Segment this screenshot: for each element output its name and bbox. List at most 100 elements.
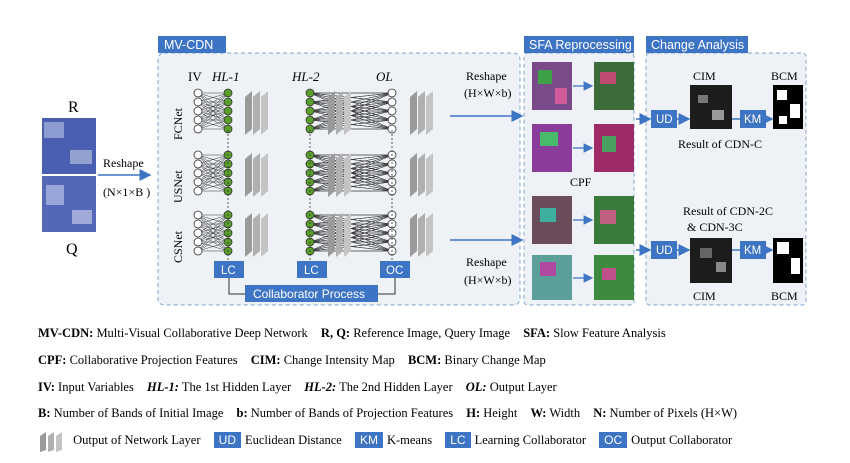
layer-output-block <box>328 213 335 257</box>
legend-km-box: KM <box>354 431 383 448</box>
neuron <box>305 88 315 98</box>
legend-row-2: CPF: Collaborative Projection Features C… <box>38 353 546 367</box>
architecture-diagram: R Q Reshape (N×1×B ) MV-CDN IV HL-1 HL-2… <box>42 36 807 306</box>
layer-output-block <box>344 91 351 135</box>
neuron <box>193 124 203 134</box>
col-hl1: HL-1 <box>211 69 239 84</box>
neuron <box>193 97 203 107</box>
neuron <box>305 106 315 116</box>
sfa-title-box <box>524 36 634 53</box>
reshape-bottom-line2: (H×W×b) <box>464 273 512 287</box>
ud-box-top <box>651 110 677 128</box>
change-title-box <box>646 36 748 53</box>
neuron <box>387 106 397 116</box>
layer-output-block <box>261 91 268 135</box>
label-q: Q <box>66 241 78 258</box>
result-2c-label: Result of CDN-2C <box>683 204 773 218</box>
layer-output-block <box>418 153 425 197</box>
legend-oc-box: OC <box>599 431 628 448</box>
neuron <box>223 88 233 98</box>
reshape-left-line1: Reshape <box>103 156 144 170</box>
change-title: Change Analysis <box>651 38 744 52</box>
km-box-bottom <box>740 241 766 259</box>
neuron <box>193 177 203 187</box>
mvcdn-title: MV-CDN <box>164 38 213 52</box>
neuron <box>223 168 233 178</box>
neuron <box>193 219 203 229</box>
neuron <box>305 228 315 238</box>
legend-row-4: B: Number of Bands of Initial Image b: N… <box>38 406 738 420</box>
layer-output-block <box>253 213 260 257</box>
neuron <box>193 159 203 169</box>
neuron <box>387 97 397 107</box>
legend-lc-box: LC <box>445 431 471 448</box>
result-c-label: Result of CDN-C <box>678 137 762 151</box>
reshape-bottom-line1: Reshape <box>466 255 507 269</box>
neuron <box>305 115 315 125</box>
layer-output-block <box>426 91 433 135</box>
cim-label-bottom: CIM <box>693 289 716 303</box>
neuron <box>387 124 397 134</box>
reshape-left-line2: (N×1×B ) <box>103 185 150 199</box>
bcm-label-top: BCM <box>771 69 798 83</box>
net-label-fcnet: FCNet <box>171 107 185 140</box>
layer-output-block <box>426 213 433 257</box>
layer-output-block <box>261 153 268 197</box>
legend-row-5: Output of Network Layer UD Euclidean Dist… <box>38 430 742 452</box>
layer-output-block <box>410 153 417 197</box>
bcm-label-bottom: BCM <box>771 289 798 303</box>
layer-output-block <box>253 91 260 135</box>
layer-output-block <box>253 153 260 197</box>
neuron <box>223 124 233 134</box>
layer-output-block <box>336 91 343 135</box>
neuron <box>193 228 203 238</box>
km-box-top <box>740 110 766 128</box>
layer-output-block <box>245 153 252 197</box>
neuron <box>387 228 397 238</box>
cim-image-bottom <box>690 238 732 283</box>
ud-label-top: UD <box>656 114 673 126</box>
neuron <box>193 237 203 247</box>
neuron <box>387 168 397 178</box>
neuron <box>193 106 203 116</box>
layer-output-block <box>245 91 252 135</box>
neuron <box>223 106 233 116</box>
net-label-usnet: USNet <box>171 170 185 203</box>
neuron <box>193 168 203 178</box>
input-images: R Q <box>42 99 96 258</box>
layer-output-block <box>336 213 343 257</box>
lc-box-2 <box>297 261 327 278</box>
km-label-top: KM <box>744 114 761 126</box>
col-hl2: HL-2 <box>291 69 320 84</box>
neuron <box>305 124 315 134</box>
network-stack <box>193 88 433 261</box>
cim-label-top: CIM <box>693 69 716 83</box>
layer-output-block <box>410 213 417 257</box>
reshape-top-line1: Reshape <box>466 69 507 83</box>
neuron <box>193 115 203 125</box>
layer-output-block <box>410 91 417 135</box>
layer-output-block <box>344 213 351 257</box>
layer-output-block <box>426 153 433 197</box>
neuron <box>193 186 203 196</box>
layer-output-block <box>245 213 252 257</box>
neuron <box>305 97 315 107</box>
result-3c-label: & CDN-3C <box>687 220 743 234</box>
ud-box-bottom <box>651 241 677 259</box>
oc-box <box>380 261 410 278</box>
legend-ud-box: UD <box>213 431 241 448</box>
neuron <box>193 150 203 160</box>
layer-output-block <box>261 213 268 257</box>
ud-label-bottom: UD <box>656 245 673 257</box>
layer-output-block <box>328 153 335 197</box>
cim-image-top <box>690 85 732 129</box>
layer-output-block <box>344 153 351 197</box>
neuron <box>223 115 233 125</box>
layer-output-block <box>328 91 335 135</box>
sfa-title: SFA Reprocessing <box>529 38 632 52</box>
label-r: R <box>68 99 79 116</box>
reshape-top-line2: (H×W×b) <box>464 86 512 100</box>
neuron <box>223 97 233 107</box>
network-layer-icon <box>40 432 62 452</box>
neuron <box>193 210 203 220</box>
